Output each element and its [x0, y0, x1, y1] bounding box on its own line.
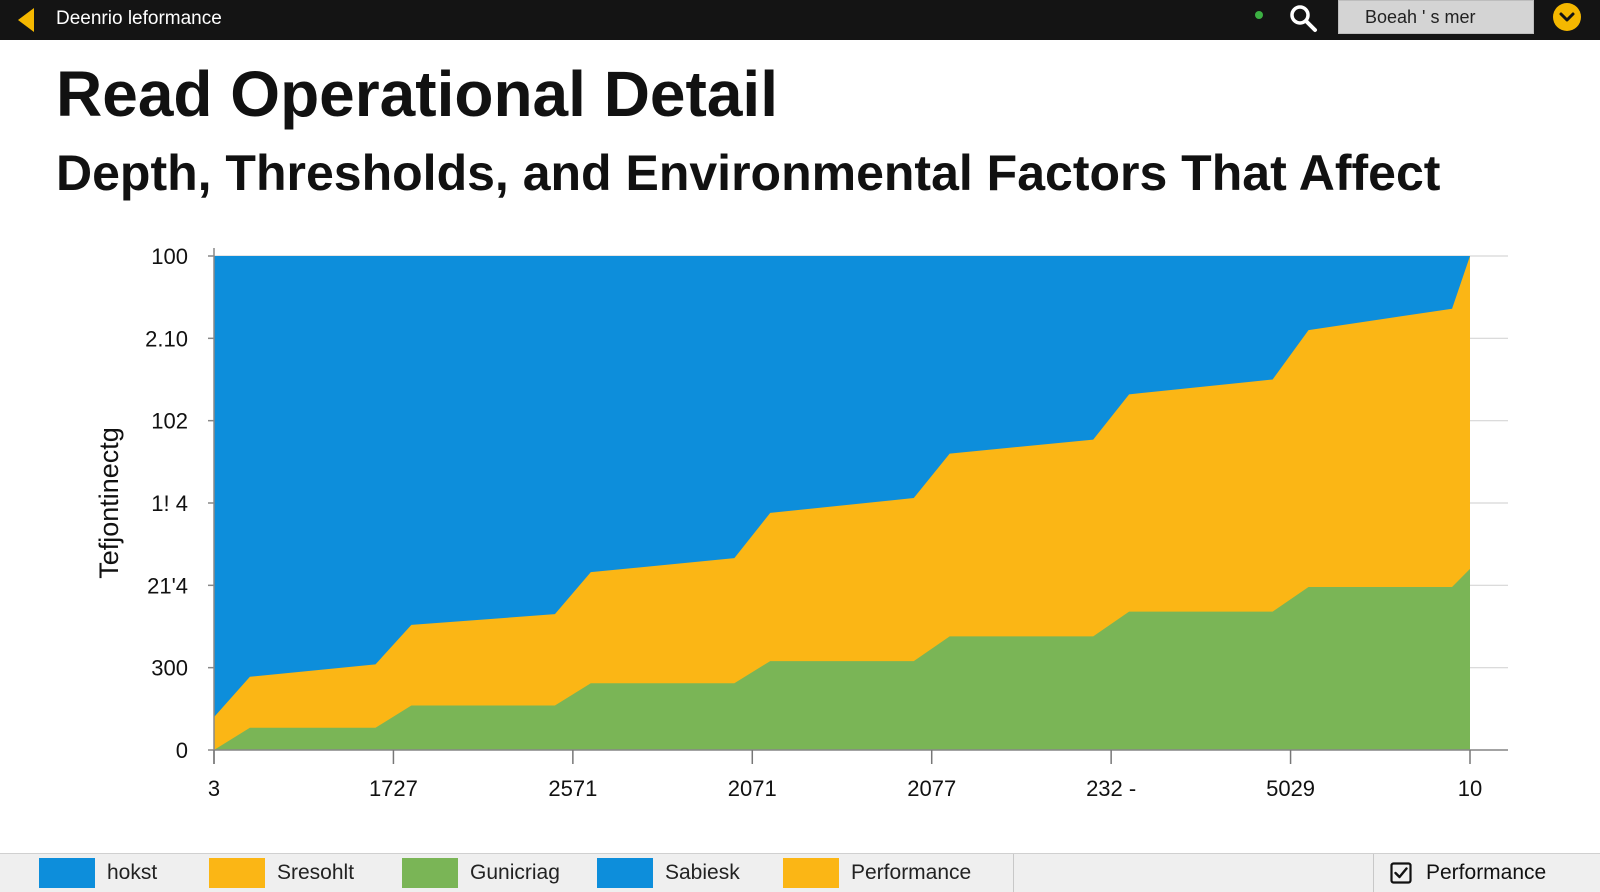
legend-item[interactable]: Gunicriag — [402, 854, 560, 892]
y-axis-label: Tefjontinectg — [94, 427, 124, 579]
x-tick-label: 1727 — [369, 776, 418, 801]
legend-label: Sabiesk — [665, 861, 740, 884]
legend-label: Sresohlt — [277, 861, 355, 884]
area-series — [214, 568, 1470, 750]
checkbox-checked-icon[interactable] — [1390, 862, 1412, 884]
x-tick-label: 5029 — [1266, 776, 1315, 801]
x-tick-label: 2071 — [728, 776, 777, 801]
legend-item[interactable]: Sresohlt — [209, 854, 354, 892]
legend-swatch — [783, 858, 839, 888]
y-tick-label: 21'4 — [147, 573, 188, 598]
legend-swatch — [209, 858, 265, 888]
y-tick-label: 102 — [151, 409, 188, 434]
x-tick-label: 2571 — [548, 776, 597, 801]
legend-swatch — [39, 858, 95, 888]
legend-item[interactable]: Sabiesk — [597, 854, 740, 892]
top-bar: Deenrio leformance Boeah ' s mer — [0, 0, 1600, 40]
divider — [1013, 854, 1014, 892]
legend-label: Gunicriag — [470, 861, 560, 884]
legend-swatch — [402, 858, 458, 888]
search-icon[interactable] — [1288, 3, 1318, 33]
app-title: Deenrio leformance — [56, 8, 222, 29]
x-tick-label: 2077 — [907, 776, 956, 801]
area-chart: 0 300 21'4 1! 4 102 2.10 100 3 1727 2571 2071 2077 2… — [94, 244, 1508, 801]
y-tick-label: 100 — [151, 244, 188, 269]
toggle-label: Performance — [1426, 861, 1547, 884]
legend-bar: hokst Sresohlt Gunicriag Sabiesk Perform… — [0, 853, 1600, 892]
x-tick-label: 232 - — [1086, 776, 1136, 801]
status-dot — [1255, 11, 1263, 19]
legend-item[interactable]: Performance — [783, 854, 971, 892]
y-tick-label: 2.10 — [145, 326, 188, 351]
chevron-down-circle-icon[interactable] — [1552, 2, 1582, 32]
search-input[interactable]: Boeah ' s mer — [1338, 0, 1534, 34]
y-tick-label: 0 — [176, 738, 188, 763]
y-tick-label: 1! 4 — [151, 491, 188, 516]
performance-toggle[interactable]: Performance — [1390, 854, 1546, 892]
legend-label: hokst — [107, 861, 158, 884]
divider — [1373, 854, 1374, 892]
x-tick-label: 3 — [208, 776, 220, 801]
page-subtitle: Depth, Thresholds, and Environmental Fac… — [56, 145, 1441, 201]
legend-label: Performance — [851, 861, 972, 884]
page-title: Read Operational Detail — [56, 58, 778, 130]
legend-item[interactable]: hokst — [39, 854, 157, 892]
legend-swatch — [597, 858, 653, 888]
x-tick-label: 10 — [1458, 776, 1482, 801]
chevron-left-icon[interactable] — [16, 6, 38, 34]
y-tick-label: 300 — [151, 656, 188, 681]
